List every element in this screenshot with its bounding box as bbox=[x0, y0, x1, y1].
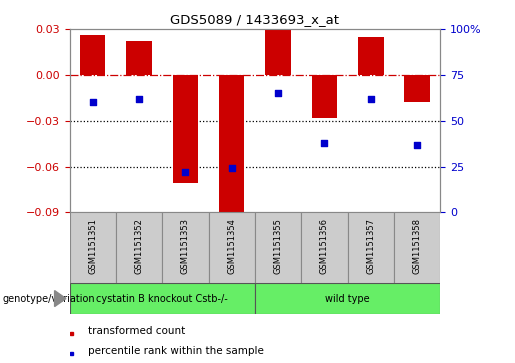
Bar bbox=[173, 75, 198, 183]
Text: GSM1151358: GSM1151358 bbox=[413, 218, 422, 274]
Point bbox=[228, 166, 236, 171]
Bar bbox=[348, 212, 394, 283]
Bar bbox=[265, 29, 291, 75]
Text: cystatin B knockout Cstb-/-: cystatin B knockout Cstb-/- bbox=[96, 294, 228, 303]
Text: GSM1151357: GSM1151357 bbox=[366, 218, 375, 274]
Bar bbox=[255, 283, 440, 314]
Bar bbox=[209, 212, 255, 283]
Text: GSM1151356: GSM1151356 bbox=[320, 218, 329, 274]
Bar bbox=[70, 283, 255, 314]
Text: GSM1151354: GSM1151354 bbox=[227, 219, 236, 274]
Text: GSM1151352: GSM1151352 bbox=[134, 219, 144, 274]
Bar bbox=[255, 212, 301, 283]
Point bbox=[413, 142, 421, 147]
Bar bbox=[301, 212, 348, 283]
Text: GSM1151353: GSM1151353 bbox=[181, 218, 190, 274]
Bar bbox=[80, 35, 106, 75]
Text: genotype/variation: genotype/variation bbox=[3, 294, 95, 303]
Bar bbox=[312, 75, 337, 118]
Bar bbox=[126, 41, 152, 75]
Text: wild type: wild type bbox=[325, 294, 370, 303]
Bar bbox=[70, 352, 73, 355]
Point bbox=[320, 140, 329, 146]
Bar bbox=[358, 37, 384, 75]
Text: transformed count: transformed count bbox=[88, 326, 185, 336]
Bar bbox=[404, 75, 430, 102]
Point bbox=[367, 96, 375, 102]
Bar bbox=[394, 212, 440, 283]
Point bbox=[274, 90, 282, 96]
Bar bbox=[70, 332, 73, 335]
Text: GSM1151355: GSM1151355 bbox=[273, 219, 283, 274]
Title: GDS5089 / 1433693_x_at: GDS5089 / 1433693_x_at bbox=[170, 13, 339, 26]
Bar bbox=[116, 212, 162, 283]
Bar bbox=[70, 212, 116, 283]
Text: percentile rank within the sample: percentile rank within the sample bbox=[88, 346, 264, 356]
Bar bbox=[219, 75, 245, 215]
Point bbox=[181, 169, 190, 175]
Point bbox=[89, 99, 97, 105]
Polygon shape bbox=[55, 290, 66, 306]
Bar bbox=[162, 212, 209, 283]
Text: GSM1151351: GSM1151351 bbox=[88, 219, 97, 274]
Point bbox=[135, 96, 143, 102]
